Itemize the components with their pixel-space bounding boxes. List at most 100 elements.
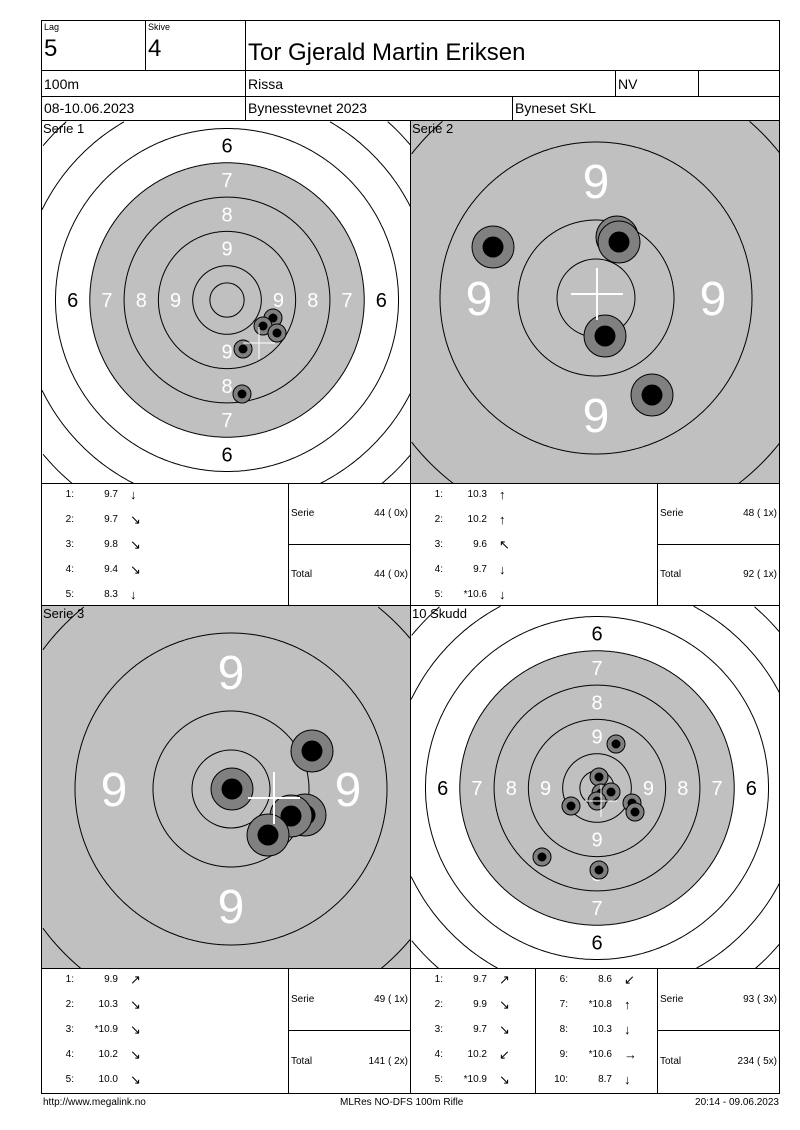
ring-label: 7 — [221, 170, 232, 192]
ring-label: 7 — [711, 778, 722, 800]
shot-hole — [561, 796, 581, 816]
shot-number: 1: — [65, 489, 74, 500]
shot-row: 7: *10.8 ↑ — [536, 997, 656, 1013]
shot-row: 2: 9.7 ↘ — [42, 512, 162, 528]
total-score: 44 ( 0x) — [374, 569, 408, 580]
ring-label: 6 — [376, 290, 387, 312]
shooter-name-cell: Tor Gjerald Martin Eriksen — [245, 20, 780, 71]
shot-number: 5: — [65, 1074, 74, 1085]
shot-hole — [210, 767, 254, 811]
ring-label: 8 — [307, 290, 318, 312]
ring-7 — [459, 650, 735, 926]
shot-number: 5: — [434, 1074, 443, 1085]
shot-number: 5: — [434, 589, 443, 600]
total-score: 92 ( 1x) — [743, 569, 777, 580]
shot-direction-arrow-icon: ↑ — [624, 997, 631, 1012]
shot-number: 9: — [559, 1049, 568, 1060]
ring-label: 9 — [170, 290, 181, 312]
ring-label: 7 — [341, 290, 352, 312]
total-summary: Total 141 ( 2x) — [288, 1030, 411, 1094]
shot-direction-arrow-icon: ↘ — [130, 1047, 141, 1062]
ring-label: 6 — [591, 624, 602, 646]
shot-value: 9.9 — [473, 999, 487, 1010]
skive-label: Skive — [148, 22, 171, 32]
shot-number: 3: — [65, 1024, 74, 1035]
shot-direction-arrow-icon: ↓ — [499, 562, 506, 577]
footer-url[interactable]: http://www.megalink.no — [43, 1097, 146, 1108]
ring-label: 6 — [746, 778, 757, 800]
serie-label: Serie — [291, 993, 315, 1005]
shot-direction-arrow-icon: ↘ — [130, 1022, 141, 1037]
serie-score: 44 ( 0x) — [374, 508, 408, 519]
shot-value: 10.3 — [98, 999, 118, 1010]
ring-label: 9 — [101, 764, 128, 817]
shot-number: 2: — [65, 514, 74, 525]
ring-8 — [123, 196, 331, 404]
shot-value: 9.9 — [104, 974, 118, 985]
ring-label: 9 — [335, 764, 362, 817]
shot-row: 8: 10.3 ↓ — [536, 1022, 656, 1038]
shot-direction-arrow-icon: ↑ — [499, 487, 506, 502]
ring-10 — [152, 710, 310, 868]
serie-summary: Serie 44 ( 0x) — [288, 483, 411, 545]
date: 08-10.06.2023 — [44, 100, 135, 116]
shot-direction-arrow-icon: ↓ — [130, 487, 137, 502]
ring-label: 7 — [221, 410, 232, 432]
ring-label: 8 — [221, 204, 232, 226]
shot-direction-arrow-icon: ↘ — [130, 997, 141, 1012]
shot-row: 10: 8.7 ↓ — [536, 1072, 656, 1088]
shot-direction-arrow-icon: ↘ — [130, 537, 141, 552]
event: Bynesstevnet 2023 — [248, 100, 368, 116]
date-cell: 08-10.06.2023 — [41, 96, 246, 121]
shot-hole — [597, 220, 641, 264]
ring-label: 7 — [101, 290, 112, 312]
shot-direction-arrow-icon: ↓ — [130, 587, 137, 602]
shot-list: 1: 10.3 ↑ 2: 10.2 ↑ 3: 9.6 ↖ 4: 9.7 ↓ 5: *10.6 ↓ — [410, 483, 658, 606]
ring-label: 8 — [677, 778, 688, 800]
shot-number: 7: — [559, 999, 568, 1010]
shot-hole — [471, 225, 515, 269]
shot-row: 1: 9.7 ↓ — [42, 487, 162, 503]
ring-6 — [425, 616, 769, 960]
ring-label: 9 — [700, 273, 727, 326]
shot-number: 4: — [65, 564, 74, 575]
shot-row: 5: *10.9 ↘ — [411, 1072, 531, 1088]
ring-label: 6 — [437, 778, 448, 800]
shot-number: 6: — [559, 974, 568, 985]
shot-direction-arrow-icon: ↙ — [499, 1047, 510, 1062]
target-10-skudd: 10 Skudd6666777788889999 — [410, 605, 780, 969]
ring-9 — [74, 632, 388, 946]
shot-value: *10.6 — [463, 589, 487, 600]
shot-number: 4: — [65, 1049, 74, 1060]
aiming-area — [411, 121, 779, 483]
total-score: 141 ( 2x) — [368, 1055, 408, 1067]
ring-label: 9 — [218, 647, 245, 700]
target-drawing: 9 9 9 9 — [411, 121, 779, 483]
ring-10 — [562, 753, 632, 823]
class-cell: NV — [615, 70, 699, 97]
ring-label: 9 — [583, 156, 610, 209]
shot-list: 1: 9.7 ↓ 2: 9.7 ↘ 3: 9.8 ↘ 4: 9.4 ↘ 5: 8.3 ↓ — [41, 483, 289, 606]
panel-title: Serie 1 — [43, 121, 85, 136]
shot-number: 3: — [434, 1024, 443, 1035]
shot-number: 2: — [434, 999, 443, 1010]
shot-value: 8.3 — [104, 589, 118, 600]
shot-row: 3: 9.8 ↘ — [42, 537, 162, 553]
ring-label: 9 — [643, 778, 654, 800]
shot-hole — [246, 813, 290, 857]
shot-direction-arrow-icon: ↓ — [499, 587, 506, 602]
ring-label: 9 — [218, 881, 245, 934]
target-serie-2: Serie 2 9 9 9 9 — [410, 120, 780, 484]
total-label: Total — [660, 1055, 682, 1067]
target-drawing: 6 6 6 6 7 7 7 7 8 8 8 8 9 9 9 9 — [42, 121, 410, 483]
shot-number: 4: — [434, 564, 443, 575]
ring-label: 9 — [591, 727, 602, 749]
shooter-name: Tor Gjerald Martin Eriksen — [248, 39, 526, 66]
shot-direction-arrow-icon: → — [624, 1047, 637, 1062]
shot-direction-arrow-icon: ↓ — [624, 1022, 631, 1037]
shot-number: 4: — [434, 1049, 443, 1060]
ring-label: 9 — [273, 290, 284, 312]
shot-hole — [625, 802, 645, 822]
shot-number: 1: — [65, 974, 74, 985]
shot-row: 1: 9.7 ↗ — [411, 972, 531, 988]
